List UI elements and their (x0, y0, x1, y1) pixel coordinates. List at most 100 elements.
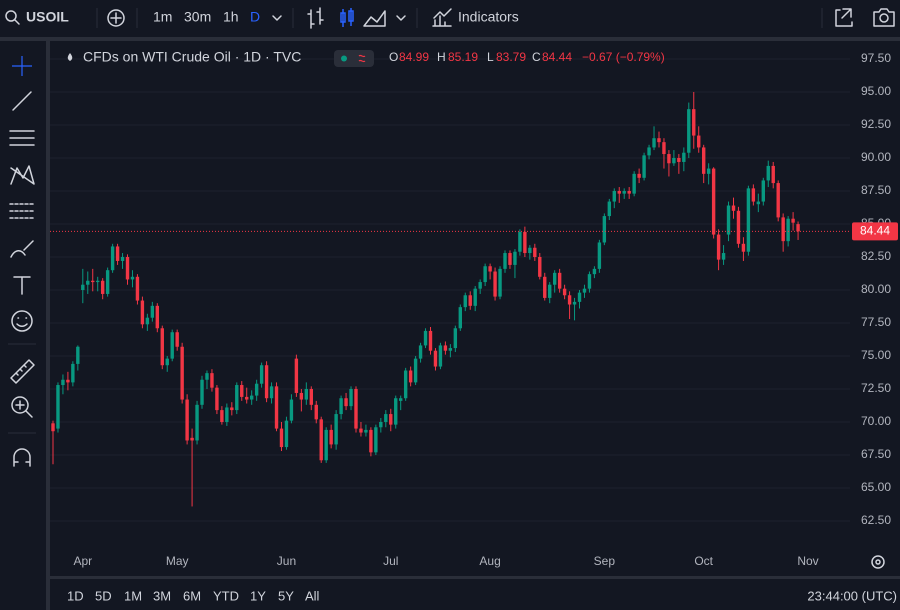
y-tick-label: 67.50 (861, 447, 891, 461)
range-button[interactable]: 3M (153, 588, 171, 603)
candle-body (682, 152, 686, 162)
candles-icon[interactable] (340, 8, 354, 27)
indicators-button[interactable]: Indicators (458, 9, 519, 25)
camera-icon[interactable] (873, 8, 895, 27)
candle-body (175, 332, 179, 347)
visibility-toggle[interactable] (334, 50, 374, 67)
candle-body (254, 383, 259, 396)
candle-body (771, 165, 775, 184)
candle-body (493, 271, 497, 297)
candle-body (51, 423, 55, 432)
range-button[interactable]: 1Y (250, 588, 266, 603)
top-separator (0, 37, 900, 41)
candle-body (677, 158, 681, 162)
candle-body (264, 365, 269, 399)
projection-tool[interactable] (9, 203, 35, 219)
trendline-tool[interactable] (12, 91, 32, 111)
ohlc-value: 84.44 (542, 50, 572, 64)
y-tick-label: 70.00 (861, 414, 891, 428)
range-button[interactable]: All (305, 588, 320, 603)
interval-menu[interactable] (272, 15, 282, 21)
candle-body (314, 404, 318, 420)
candle-body (602, 216, 607, 243)
range-button[interactable]: 5D (95, 588, 112, 603)
candle-body (135, 276, 140, 301)
candle-body (309, 388, 313, 405)
candle-body (354, 388, 358, 429)
candle-body (120, 256, 125, 261)
candle-body (195, 404, 199, 441)
interval[interactable]: 1m (153, 9, 172, 25)
text-tool[interactable] (13, 276, 31, 295)
candle-body (726, 205, 731, 235)
candle-body (294, 358, 299, 393)
camera-lens (879, 13, 889, 23)
range-button[interactable]: YTD (213, 588, 239, 603)
candle-body (359, 428, 363, 433)
brush-tool[interactable] (10, 240, 34, 258)
candle-body (627, 190, 631, 194)
candle-body (170, 332, 174, 359)
candle-body (443, 345, 448, 351)
settings-gear[interactable] (871, 555, 885, 569)
interval[interactable]: 30m (184, 9, 211, 25)
range-button[interactable]: 1M (124, 588, 142, 603)
search-icon[interactable] (5, 10, 17, 22)
fib-tool[interactable] (9, 130, 35, 146)
candle-body (448, 348, 453, 351)
y-tick-label: 95.00 (861, 84, 891, 98)
candle-body (384, 414, 388, 422)
candle-body (592, 268, 597, 275)
bars-icon[interactable] (307, 7, 324, 29)
candle-body (478, 282, 482, 289)
area-icon[interactable] (363, 10, 386, 27)
candle-body (374, 427, 378, 453)
ruler-tool[interactable] (10, 359, 35, 384)
symbol[interactable]: USOIL (26, 9, 69, 25)
ohlc-value: 85.19 (448, 50, 478, 64)
interval[interactable]: 1h (223, 9, 239, 25)
pattern-tool[interactable] (10, 165, 35, 185)
candle-body (155, 305, 160, 329)
snapshot-share[interactable] (835, 8, 853, 27)
search-icon-handle (14, 19, 20, 25)
candle-body (642, 155, 646, 178)
x-tick-label: Nov (797, 554, 818, 568)
candle-body (86, 280, 90, 285)
candle-body (408, 370, 413, 383)
y-tick-label: 92.50 (861, 117, 891, 131)
emoji-face (16, 317, 28, 327)
magnet-tool[interactable] (13, 448, 31, 467)
crosshair-tool[interactable] (12, 56, 32, 76)
candle-body (572, 301, 577, 305)
zoom-tool[interactable] (11, 396, 29, 414)
axes: 62.50 65.00 67.50 70.00 72.50 75.00 77.50 80.00… (73, 51, 898, 568)
emoji-tool[interactable] (11, 310, 33, 332)
range-button[interactable]: 5Y (278, 588, 294, 603)
clock: 23:44:00 (UTC) (807, 588, 897, 603)
candle-body (697, 135, 701, 148)
candle-body (165, 358, 169, 366)
candle-body (200, 379, 204, 405)
chart-type-menu[interactable] (396, 15, 406, 21)
candle-body (96, 280, 100, 283)
interval-active[interactable]: D (250, 9, 260, 25)
candle-body (751, 188, 756, 202)
candle-body (284, 420, 289, 448)
candle-body (508, 253, 512, 265)
zoom-plus (15, 400, 33, 418)
range-button[interactable]: 6M (183, 588, 201, 603)
candle-body (205, 373, 209, 380)
x-tick-label: Jul (383, 554, 398, 568)
candle-body (786, 218, 790, 242)
candle-body (652, 138, 656, 148)
candle-body (185, 399, 189, 441)
candle-body (324, 429, 328, 461)
x-tick-label: Aug (479, 554, 500, 568)
y-tick-label: 80.00 (861, 282, 891, 296)
indicators-icon[interactable] (432, 8, 452, 27)
range-button[interactable]: 1D (67, 588, 84, 603)
candle-body (403, 370, 408, 399)
candle-body (433, 350, 438, 367)
add-symbol[interactable] (107, 9, 125, 27)
